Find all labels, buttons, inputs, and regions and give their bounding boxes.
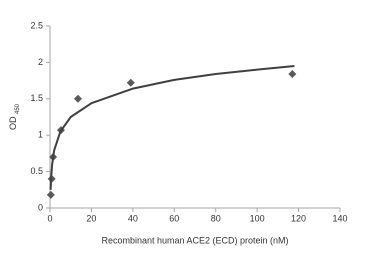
- x-tick-label: 80: [211, 213, 221, 223]
- y-tick-label: 1.5: [30, 93, 43, 103]
- y-tick-label: 0: [38, 202, 43, 212]
- y-tick-label: 2.5: [30, 20, 43, 30]
- data-point: [126, 78, 135, 87]
- x-tick-label: 100: [250, 213, 265, 223]
- x-tick-label: 140: [332, 213, 347, 223]
- data-point: [73, 94, 82, 103]
- data-point: [288, 70, 297, 79]
- y-tick-label: 1: [38, 130, 43, 140]
- x-tick-label: 20: [86, 213, 96, 223]
- y-axis-label-sub: 450: [15, 103, 21, 114]
- x-tick-label: 40: [128, 213, 138, 223]
- y-axis-label: OD 450: [8, 103, 20, 130]
- y-axis-label-main: OD: [8, 116, 18, 130]
- fit-curve: [49, 65, 295, 190]
- y-tick-label: 0.5: [30, 166, 43, 176]
- x-tick-label: 0: [47, 213, 52, 223]
- x-tick-label: 120: [291, 213, 306, 223]
- x-tick-label: 60: [169, 213, 179, 223]
- y-tick-label: 2: [38, 57, 43, 67]
- x-axis-label: Recombinant human ACE2 (ECD) protein (nM…: [101, 235, 288, 245]
- data-point: [46, 190, 55, 199]
